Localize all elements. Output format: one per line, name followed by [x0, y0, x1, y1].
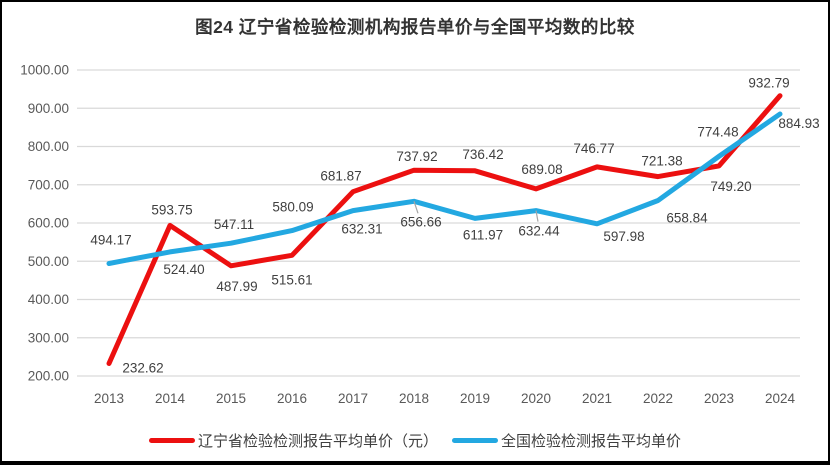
- y-axis-tick-label: 1000.00: [20, 63, 69, 78]
- liaoning-data-label: 737.92: [396, 149, 437, 164]
- liaoning-series-swatch-icon: [148, 437, 195, 443]
- x-axis-tick-label: 2018: [399, 391, 429, 406]
- liaoning-data-label: 932.79: [748, 76, 789, 91]
- y-axis-tick-label: 800.00: [28, 139, 69, 154]
- national-data-label: 774.48: [697, 124, 738, 139]
- liaoning-data-label: 746.77: [573, 141, 614, 156]
- x-axis-tick-label: 2019: [460, 391, 490, 406]
- national-data-label: 656.66: [400, 214, 441, 229]
- national-data-label: 632.44: [518, 224, 560, 239]
- national-data-label: 547.11: [214, 217, 254, 232]
- national-series-swatch-icon: [452, 437, 498, 443]
- liaoning-data-label: 487.99: [216, 279, 257, 294]
- national-label-leader-line: [535, 210, 539, 222]
- national-data-label: 658.84: [666, 210, 708, 225]
- liaoning-data-label: 721.38: [641, 154, 682, 169]
- y-axis-tick-label: 600.00: [28, 216, 69, 231]
- legend-label-liaoning: 辽宁省检验检测报告平均单价（元）: [197, 432, 438, 450]
- legend-item-liaoning: 辽宁省检验检测报告平均单价（元）: [148, 430, 438, 451]
- y-axis-tick-label: 500.00: [28, 254, 69, 269]
- liaoning-data-label: 749.20: [710, 179, 751, 194]
- national-data-label: 524.40: [163, 262, 204, 277]
- y-axis-tick-label: 200.00: [28, 369, 69, 384]
- x-axis-tick-label: 2022: [643, 391, 673, 406]
- x-axis-tick-label: 2014: [155, 391, 186, 406]
- y-axis-tick-label: 900.00: [28, 101, 69, 116]
- national-data-label: 611.97: [463, 227, 503, 242]
- liaoning-series-line: [106, 93, 783, 366]
- legend-item-national: 全国检验检测报告平均单价: [452, 430, 681, 451]
- liaoning-data-label: 681.87: [320, 169, 361, 184]
- chart-legend: 辽宁省检验检测报告平均单价（元） 全国检验检测报告平均单价: [2, 430, 828, 450]
- liaoning-data-label: 515.61: [271, 272, 312, 287]
- x-axis-tick-label: 2021: [582, 391, 612, 406]
- liaoning-data-label: 689.08: [521, 162, 562, 177]
- national-data-label: 580.09: [272, 200, 313, 215]
- x-axis-tick-label: 2023: [704, 391, 734, 406]
- liaoning-data-label: 232.62: [122, 361, 163, 376]
- y-axis-tick-label: 300.00: [28, 330, 69, 345]
- x-axis-tick-label: 2015: [216, 391, 246, 406]
- national-series-line: [106, 111, 783, 266]
- national-label-leader-line: [413, 201, 419, 214]
- liaoning-data-label: 593.75: [151, 202, 192, 217]
- chart-title: 图24 辽宁省检验检测机构报告单价与全国平均数的比较: [195, 17, 635, 37]
- national-data-label: 494.17: [90, 232, 131, 247]
- legend-label-national: 全国检验检测报告平均单价: [501, 432, 682, 450]
- y-axis-tick-label: 700.00: [28, 177, 69, 192]
- liaoning-data-label: 736.42: [462, 147, 503, 162]
- x-axis-tick-label: 2020: [521, 391, 551, 406]
- y-axis-tick-label: 400.00: [28, 292, 69, 307]
- national-data-label: 597.98: [603, 229, 644, 244]
- national-data-label: 632.31: [341, 222, 382, 237]
- national-data-label: 884.93: [778, 116, 819, 131]
- x-axis-tick-label: 2016: [277, 391, 307, 406]
- x-axis-tick-label: 2013: [94, 391, 124, 406]
- x-axis-tick-label: 2017: [338, 391, 368, 406]
- x-axis-tick-label: 2024: [765, 391, 796, 406]
